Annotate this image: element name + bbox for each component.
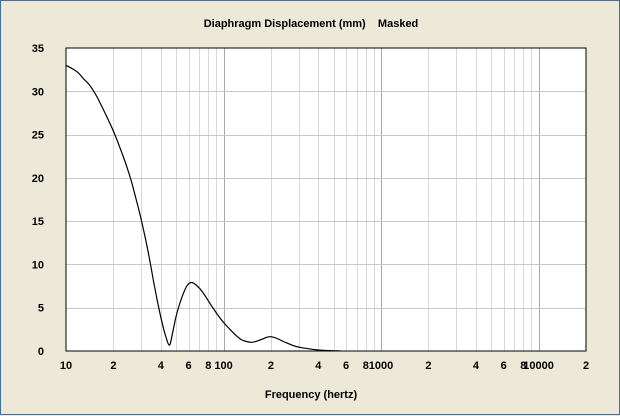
x-tick-label: 8 [205, 360, 211, 372]
x-tick-label: 8 [520, 360, 526, 372]
x-tick-label: 6 [343, 360, 349, 372]
y-tick-label: 10 [32, 259, 44, 271]
x-tick-label: 4 [158, 360, 165, 372]
series-line [65, 64, 341, 352]
x-tick-label: 1000 [369, 360, 393, 372]
x-tick-label: 10 [60, 360, 72, 372]
y-tick-label: 5 [38, 303, 44, 315]
y-tick-label: 0 [38, 346, 44, 358]
y-tick-label: 30 [32, 86, 44, 98]
x-tick-label: 10000 [523, 360, 554, 372]
x-tick-label: 6 [186, 360, 192, 372]
x-tick-label: 2 [425, 360, 431, 372]
x-axis-label: Frequency (hertz) [265, 389, 358, 401]
x-tick-label: 4 [473, 360, 480, 372]
x-tick-label: 8 [363, 360, 369, 372]
y-axis-ticks: 0 5 10 15 20 25 30 35 [32, 43, 44, 358]
x-tick-label: 2 [110, 360, 116, 372]
x-tick-label: 2 [583, 360, 589, 372]
x-tick-label: 2 [268, 360, 274, 372]
grid-lines [66, 48, 586, 351]
series-layer [65, 64, 341, 352]
x-tick-label: 4 [315, 360, 322, 372]
x-tick-label: 100 [214, 360, 232, 372]
x-tick-label: 6 [501, 360, 507, 372]
y-tick-label: 15 [32, 216, 44, 228]
plot-area [66, 48, 586, 351]
y-tick-label: 25 [32, 130, 44, 142]
chart-title: Diaphragm Displacement (mm) Masked [204, 18, 419, 30]
y-tick-label: 35 [32, 43, 44, 55]
y-tick-label: 20 [32, 173, 44, 185]
